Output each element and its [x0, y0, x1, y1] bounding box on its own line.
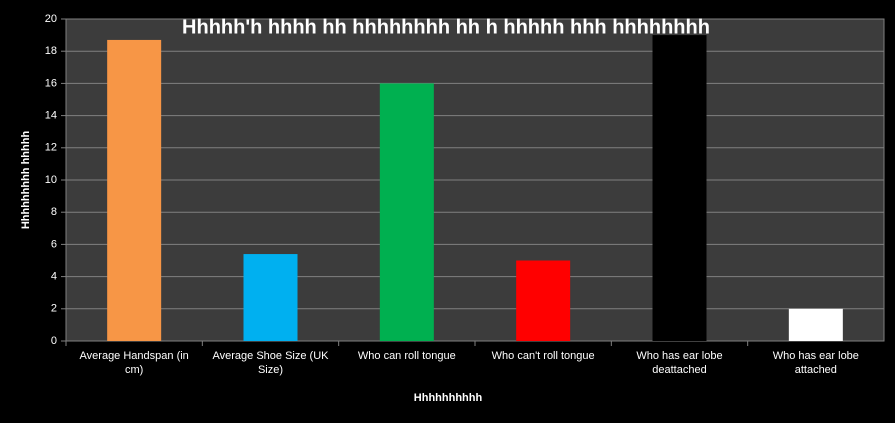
- y-tick-label: 8: [51, 206, 57, 218]
- x-axis-label: Hhhhhhhhhh: [414, 392, 483, 404]
- y-tick-label: 12: [45, 142, 57, 154]
- y-tick-label: 18: [45, 45, 57, 57]
- x-tick-label: Who has ear lobe deattached: [636, 350, 723, 376]
- x-tick-label: Average Handspan (in cm): [79, 350, 189, 376]
- y-tick-label: 20: [45, 13, 57, 25]
- x-tick-label-box: Who can roll tongue: [357, 350, 456, 362]
- x-tick-label-box: Who can't roll tongue: [491, 350, 595, 362]
- bar: [243, 254, 298, 341]
- x-tick-label-box: Who has ear lobe deattached: [636, 350, 723, 376]
- x-tick-label: Who can roll tongue: [357, 350, 456, 362]
- y-tick-label: 4: [51, 271, 57, 283]
- y-tick-label: 6: [51, 238, 57, 250]
- x-tick-label-box: Who has ear lobe attached: [772, 350, 859, 376]
- x-tick-label-box: Average Handspan (in cm): [79, 350, 189, 376]
- y-tick-label: 0: [51, 335, 57, 347]
- bar: [107, 39, 162, 342]
- x-tick-label-box: Average Shoe Size (UK Size): [212, 350, 329, 376]
- bar: [788, 308, 843, 341]
- y-axis-label: Hhhhhhhhh hhhhh: [20, 131, 32, 230]
- y-tick-label: 10: [45, 174, 57, 186]
- bar: [379, 83, 434, 342]
- bar: [516, 260, 571, 341]
- y-tick-label: 2: [51, 303, 57, 315]
- x-tick-label: Average Shoe Size (UK Size): [212, 350, 329, 376]
- x-tick-label: Who can't roll tongue: [491, 350, 595, 362]
- y-tick-label: 14: [45, 110, 57, 122]
- bar: [652, 35, 707, 341]
- x-tick-label: Who has ear lobe attached: [772, 350, 859, 376]
- y-tick-label: 16: [45, 77, 57, 89]
- chart-title: Hhhhh'h hhhh hh hhhhhhhh hh h hhhhh hhh …: [182, 16, 710, 38]
